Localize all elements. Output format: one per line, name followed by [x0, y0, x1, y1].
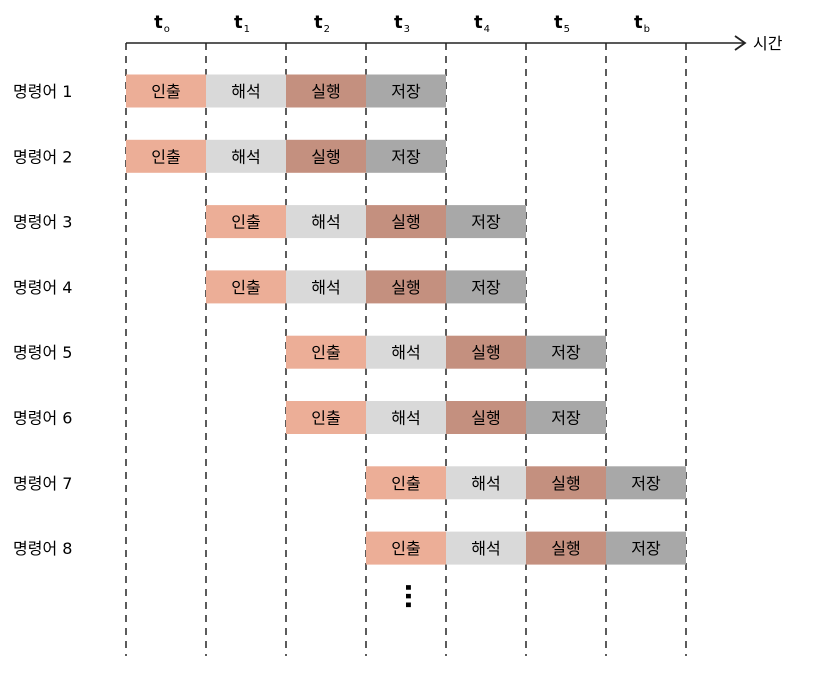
- stage-bar: [366, 270, 446, 304]
- time-tick-label: t2: [314, 12, 330, 35]
- stage-label: 저장: [391, 147, 421, 166]
- stage-label: 저장: [631, 474, 661, 493]
- stage-label: 저장: [551, 409, 581, 428]
- stage-label: 인출: [391, 539, 420, 558]
- stage-bar: [286, 139, 366, 173]
- continuation-ellipsis: …: [399, 583, 429, 609]
- stage-bar: [126, 139, 206, 173]
- instruction-label: 명령어 7: [13, 474, 72, 493]
- stage-bar: [286, 205, 366, 239]
- stage-label: 해석: [231, 82, 260, 101]
- stage-label: 실행: [471, 343, 500, 362]
- stage-label: 해석: [391, 409, 420, 428]
- stage-bar: [446, 205, 526, 239]
- stage-bar: [206, 270, 286, 304]
- stage-bar: [446, 335, 526, 369]
- stage-label: 저장: [551, 343, 581, 362]
- instruction-label: 명령어 5: [13, 343, 72, 362]
- stage-bar: [446, 270, 526, 304]
- stage-bar: [446, 466, 526, 500]
- instruction-label: 명령어 2: [13, 147, 72, 166]
- stage-bar: [606, 531, 686, 565]
- stage-label: 저장: [391, 82, 421, 101]
- stage-bar: [366, 205, 446, 239]
- stage-label: 인출: [311, 409, 340, 428]
- stage-label: 실행: [551, 474, 580, 493]
- stage-label: 실행: [391, 278, 420, 297]
- stage-bar: [366, 139, 446, 173]
- stage-label: 해석: [391, 343, 420, 362]
- stage-bar: [446, 401, 526, 434]
- stage-bar: [286, 335, 366, 369]
- stage-label: 인출: [151, 82, 180, 101]
- stage-label: 해석: [471, 474, 500, 493]
- time-tick-label: to: [154, 12, 170, 35]
- time-tick-label: t5: [554, 12, 570, 35]
- stage-bar: [526, 531, 606, 565]
- stage-label: 저장: [471, 278, 501, 297]
- stage-label: 인출: [391, 474, 420, 493]
- stage-label: 인출: [231, 278, 260, 297]
- stage-label: 해석: [471, 539, 500, 558]
- instruction-label: 명령어 4: [13, 278, 72, 297]
- stage-label: 인출: [311, 343, 340, 362]
- time-axis-arrow-icon: [734, 35, 747, 51]
- stage-bar: [206, 205, 286, 239]
- time-axis-label: 시간: [753, 34, 783, 53]
- stage-label: 실행: [311, 147, 340, 166]
- stage-bar: [526, 335, 606, 369]
- stage-bar: [526, 401, 606, 434]
- stage-label: 인출: [231, 213, 260, 232]
- stage-bar: [126, 74, 206, 108]
- time-tick-label: t4: [474, 12, 490, 35]
- stage-label: 실행: [391, 213, 420, 232]
- stage-bar: [286, 74, 366, 108]
- stage-bar: [206, 74, 286, 108]
- stage-bar: [606, 466, 686, 500]
- stage-label: 실행: [311, 82, 340, 101]
- time-tick-label: t3: [394, 12, 410, 35]
- stage-bar: [366, 466, 446, 500]
- time-tick-label: t1: [234, 12, 250, 35]
- stage-label: 저장: [471, 213, 501, 232]
- instruction-label: 명령어 8: [13, 539, 72, 558]
- stage-label: 실행: [471, 409, 500, 428]
- stage-label: 인출: [151, 147, 180, 166]
- stage-bar: [286, 270, 366, 304]
- stage-label: 해석: [311, 213, 340, 232]
- stage-bar: [526, 466, 606, 500]
- stage-bar: [366, 531, 446, 565]
- time-tick-label: tb: [634, 12, 650, 35]
- stage-label: 해석: [231, 147, 260, 166]
- stage-bar: [366, 401, 446, 434]
- instruction-label: 명령어 1: [13, 82, 72, 101]
- stage-label: 저장: [631, 539, 661, 558]
- stage-bar: [446, 531, 526, 565]
- instruction-label: 명령어 6: [13, 409, 72, 428]
- instruction-label: 명령어 3: [13, 213, 72, 232]
- stage-bar: [286, 401, 366, 434]
- stage-label: 해석: [311, 278, 340, 297]
- stage-bar: [366, 74, 446, 108]
- stage-bar: [366, 335, 446, 369]
- stage-bar: [206, 139, 286, 173]
- stage-label: 실행: [551, 539, 580, 558]
